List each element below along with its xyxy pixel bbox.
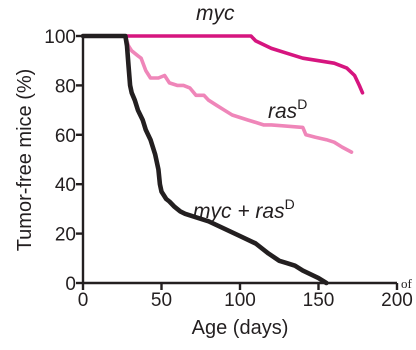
ticks-layer: 0 50 100 150 200 0 20 40 60 80 100 [44, 27, 413, 311]
x-tick-label-0: 0 [78, 290, 89, 311]
y-tick-label-80: 80 [55, 76, 76, 97]
x-tick-label-50: 50 [151, 290, 172, 311]
series-line-0 [81, 34, 365, 95]
y-tick-label-40: 40 [55, 175, 76, 196]
series-label-main-0: myc [196, 2, 235, 25]
series-label-2: myc + rasD [193, 196, 295, 223]
y-tick-label-20: 20 [55, 225, 76, 246]
series-line-2 [80, 33, 329, 286]
series-line-1 [81, 34, 354, 154]
series-label-0: myc [196, 2, 235, 25]
x-tick-label-150: 150 [303, 290, 335, 311]
series-label-main-2: myc + ras [193, 200, 285, 223]
y-tick-label-60: 60 [55, 126, 76, 147]
x-tick-label-100: 100 [224, 290, 256, 311]
y-axis-title: Tumor-free mice (%) [14, 69, 36, 252]
series-label-sup-1: D [297, 96, 307, 112]
stray-text: of [401, 276, 413, 291]
series-label-sup-2: D [285, 196, 295, 212]
series-layer [80, 33, 365, 286]
series-label-main-1: ras [268, 100, 298, 123]
y-tick-label-0: 0 [65, 274, 76, 295]
y-tick-label-100: 100 [44, 27, 76, 48]
x-tick-label-200: 200 [381, 290, 413, 311]
x-axis-title: Age (days) [192, 317, 289, 339]
series-label-1: rasD [268, 96, 307, 123]
